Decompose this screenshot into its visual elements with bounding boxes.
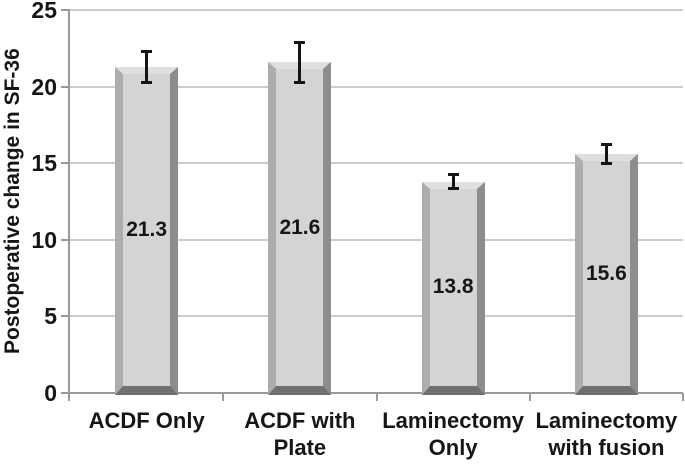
gridline — [70, 315, 683, 318]
error-bar-cap-bottom — [447, 187, 459, 190]
error-bar — [294, 40, 306, 84]
bar-value-label: 21.6 — [279, 215, 321, 239]
bar-value-label: 21.3 — [126, 217, 168, 241]
bar — [115, 66, 179, 395]
y-tick-label: 20 — [31, 73, 57, 100]
x-axis-tick — [528, 393, 531, 401]
x-category-label: ACDF with Plate — [244, 408, 356, 460]
gridline — [70, 9, 683, 11]
error-bar-cap-top — [447, 173, 459, 177]
x-axis-line — [61, 392, 683, 394]
y-axis-tick — [61, 85, 70, 88]
gridline — [70, 238, 683, 241]
error-bar — [447, 173, 459, 190]
error-bar-cap-top — [294, 40, 306, 44]
y-tick-label: 15 — [31, 150, 57, 177]
y-axis-tick — [61, 238, 70, 241]
x-axis-tick — [682, 393, 684, 401]
y-tick-label: 10 — [31, 226, 57, 253]
y-axis-tick — [61, 9, 70, 11]
gridline — [70, 85, 683, 88]
x-axis-tick — [222, 393, 225, 401]
bar — [421, 181, 485, 395]
bar — [574, 154, 638, 395]
x-category-label: ACDF Only — [88, 408, 205, 433]
y-axis-line — [68, 10, 70, 401]
gridline — [70, 162, 683, 165]
error-bar-cap-bottom — [141, 80, 153, 84]
error-bar-cap-top — [600, 143, 612, 147]
bar-value-label: 13.8 — [432, 275, 474, 299]
error-bar-cap-bottom — [600, 161, 612, 165]
bar-value-label: 15.6 — [585, 261, 627, 285]
y-tick-label: 5 — [44, 303, 57, 330]
y-tick-label: 25 — [31, 0, 57, 23]
y-axis-tick — [61, 162, 70, 165]
y-axis-tick — [61, 315, 70, 318]
y-tick-label: 0 — [44, 380, 57, 406]
error-bar — [600, 143, 612, 165]
x-category-label: Laminectomy Only — [382, 408, 525, 460]
x-category-label: Laminectomy with fusion — [535, 408, 678, 460]
error-bar-cap-bottom — [294, 80, 306, 84]
error-bar — [141, 49, 153, 84]
error-bar-cap-top — [141, 49, 153, 53]
x-axis-tick — [375, 393, 378, 401]
